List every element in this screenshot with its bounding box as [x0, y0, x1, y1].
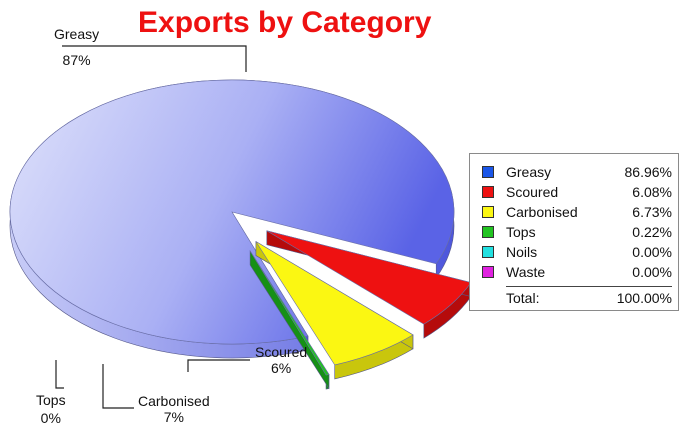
leader-greasy [62, 45, 247, 72]
legend-swatch-scoured [482, 186, 494, 198]
callout-scoured: Scoured 6% [255, 344, 307, 376]
legend-divider [506, 286, 672, 287]
leader-tops [55, 360, 64, 389]
leader-scoured [187, 359, 250, 372]
legend-pct-noils: 0.00% [632, 244, 672, 260]
callout-greasy: Greasy 87% [54, 26, 99, 68]
legend-swatch-waste [482, 266, 494, 278]
callout-tops-pct: 0% [40, 410, 61, 426]
legend-row-noils: Noils 0.00% [482, 242, 672, 262]
legend-swatch-noils [482, 246, 494, 258]
legend-row-carbonised: Carbonised 6.73% [482, 202, 672, 222]
legend-row-waste: Waste 0.00% [482, 262, 672, 282]
callout-scoured-pct: 6% [270, 360, 292, 376]
legend-total-label: Total: [506, 290, 540, 306]
callout-greasy-pct: 87% [62, 52, 91, 68]
legend-name-waste: Waste [506, 264, 546, 280]
legend-pct-waste: 0.00% [632, 264, 672, 280]
legend-row-total: Total: 100.00% [482, 288, 672, 308]
legend-name-scoured: Scoured [506, 184, 559, 200]
legend-pct-scoured: 6.08% [632, 184, 672, 200]
callout-tops: Tops 0% [36, 392, 66, 426]
legend-name-greasy: Greasy [506, 164, 552, 180]
slice-carbonised [255, 241, 414, 366]
legend-row-scoured: Scoured 6.08% [482, 182, 672, 202]
legend-row-tops: Tops 0.22% [482, 222, 672, 242]
legend-row-greasy: Greasy 86.96% [482, 162, 672, 182]
callout-carbonised: Carbonised 7% [138, 393, 210, 425]
legend-pct-greasy: 86.96% [624, 164, 672, 180]
callout-tops-name: Tops [36, 392, 66, 408]
legend-pct-tops: 0.22% [632, 224, 672, 240]
slice-tops [249, 250, 330, 376]
legend: Greasy 86.96% Scoured 6.08% Carbonised 6… [469, 153, 679, 311]
callout-carbonised-name: Carbonised [138, 393, 210, 409]
callout-carbonised-pct: 7% [163, 409, 184, 425]
legend-swatch-tops [482, 226, 494, 238]
legend-name-carbonised: Carbonised [506, 204, 578, 220]
legend-swatch-greasy [482, 166, 494, 178]
legend-total-pct: 100.00% [616, 290, 672, 306]
legend-name-tops: Tops [506, 224, 536, 240]
legend-pct-carbonised: 6.73% [632, 204, 672, 220]
callout-greasy-name: Greasy [54, 26, 100, 42]
legend-name-noils: Noils [506, 244, 538, 260]
legend-swatch-carbonised [482, 206, 494, 218]
slice-greasy [9, 79, 455, 345]
callout-scoured-name: Scoured [255, 344, 308, 360]
chart-title: Exports by Category [138, 6, 432, 39]
leader-carbonised [102, 364, 134, 409]
